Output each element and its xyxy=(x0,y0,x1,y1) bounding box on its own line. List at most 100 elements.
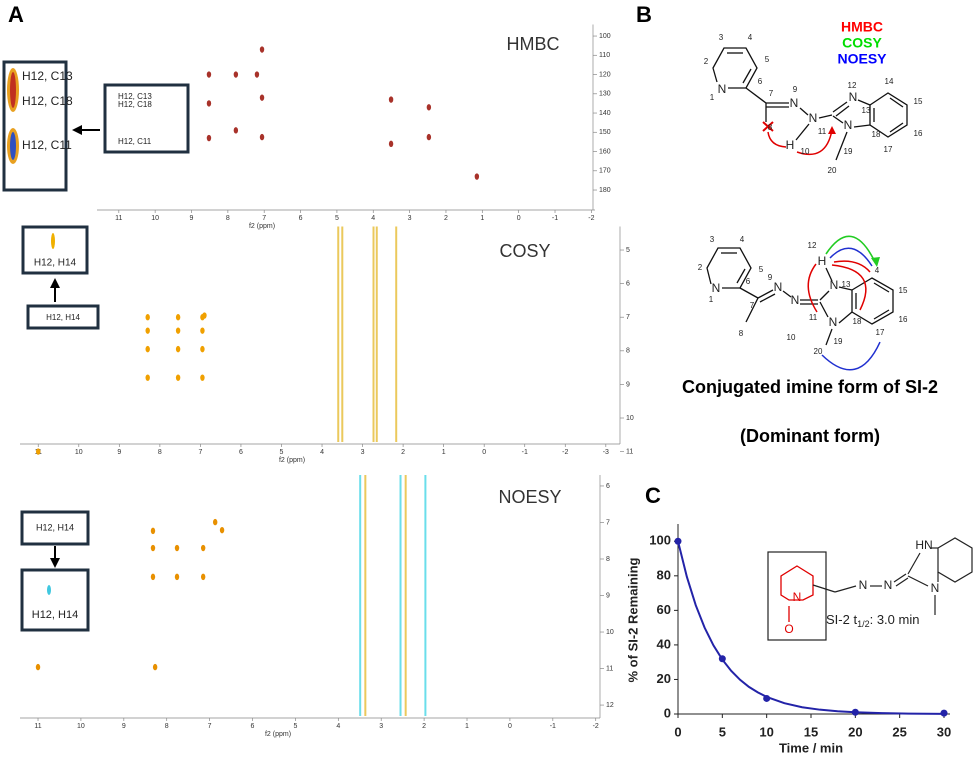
x-tick-label: 9 xyxy=(190,215,194,222)
fit-curve xyxy=(677,541,945,715)
atom-number: 7 xyxy=(769,89,774,98)
data-point xyxy=(674,537,682,545)
y-tick-label: 180 xyxy=(599,187,611,194)
chart-title: HMBC xyxy=(507,34,560,54)
cross-peak xyxy=(200,374,205,381)
cross-peak xyxy=(206,134,212,142)
x-tick-label: 4 xyxy=(336,723,340,730)
cross-peak xyxy=(150,527,156,535)
atom-number: 4 xyxy=(748,33,753,42)
x-axis-label: Time / min xyxy=(779,740,843,755)
inset-label: H12, C18 xyxy=(22,94,73,108)
atom-label: HN xyxy=(915,538,932,552)
atom-number: 16 xyxy=(914,129,923,138)
y-tick-label: 12 xyxy=(606,702,614,709)
x-tick-label: 10 xyxy=(151,215,159,222)
cross-peak xyxy=(388,140,394,148)
legend-entry: NOESY xyxy=(837,51,887,67)
atom-number: 7 xyxy=(750,301,755,310)
atom-number: 8 xyxy=(768,123,773,132)
atom-number: 1 xyxy=(709,295,714,304)
x-tick-label: 5 xyxy=(335,215,339,222)
x-tick-label: 0 xyxy=(674,724,681,739)
x-tick-label: 11 xyxy=(34,723,41,730)
projection-streak xyxy=(395,226,398,442)
atom-number: 3 xyxy=(710,235,715,244)
x-tick-label: 3 xyxy=(379,723,383,730)
cross-peak xyxy=(175,327,181,334)
x-tick-label: -1 xyxy=(522,449,528,456)
data-point xyxy=(940,709,948,717)
half-life-label: SI-2 t1/2: 3.0 min xyxy=(826,612,919,629)
cross-peak xyxy=(145,327,150,334)
cross-peak xyxy=(150,544,156,552)
atom-number: 20 xyxy=(828,166,837,175)
atom-number: 19 xyxy=(834,337,843,346)
legend-entry: COSY xyxy=(842,35,882,51)
atom-number: 14 xyxy=(885,77,894,86)
y-tick-label: 6 xyxy=(606,483,610,490)
projection-streak xyxy=(375,226,378,442)
atom-label: N xyxy=(844,118,853,132)
x-tick-label: 8 xyxy=(158,449,162,456)
y-tick-label: 10 xyxy=(606,629,614,636)
atom-label: N xyxy=(718,82,727,96)
y-tick-label: 8 xyxy=(626,348,630,355)
x-tick-label: 0 xyxy=(508,723,512,730)
atom-number: 4 xyxy=(875,266,880,275)
y-tick-label: 10 xyxy=(626,415,634,422)
inset-molecule xyxy=(767,537,973,641)
cosy-inset: H12, H14 H12, H14 xyxy=(21,225,100,330)
y-tick-label: 80 xyxy=(657,567,671,582)
x-tick-label: 7 xyxy=(208,723,212,730)
x-axis-label: f2 (ppm) xyxy=(249,223,275,230)
y-tick-label: 120 xyxy=(599,71,611,78)
cross-peak xyxy=(474,173,480,180)
inset-label: H12, H14 xyxy=(36,522,74,532)
x-tick-label: 0 xyxy=(517,215,521,222)
y-tick-label: 130 xyxy=(599,91,611,98)
x-tick-label: -1 xyxy=(552,215,558,222)
y-tick-label: 20 xyxy=(657,671,671,686)
atom-number: 8 xyxy=(739,329,744,338)
atom-number: 5 xyxy=(759,265,764,274)
y-tick-label: 0 xyxy=(664,705,671,720)
data-point xyxy=(718,655,726,663)
y-tick-label: 110 xyxy=(599,52,610,59)
x-tick-label: 4 xyxy=(371,215,375,222)
inset-label: H12, C11 xyxy=(118,137,152,146)
y-tick-label: 11 xyxy=(626,448,633,455)
x-tick-label: -1 xyxy=(550,723,556,730)
x-tick-label: 2 xyxy=(444,215,448,222)
x-tick-label: -2 xyxy=(588,215,594,222)
cross-peak xyxy=(206,100,212,107)
projection-streak xyxy=(399,475,402,716)
atom-label: N xyxy=(791,293,800,307)
structure-note: (Dominant form) xyxy=(740,426,880,446)
x-tick-label: 6 xyxy=(239,449,243,456)
x-tick-label: -2 xyxy=(562,449,568,456)
cross-peak xyxy=(175,345,181,353)
x-tick-label: 2 xyxy=(401,449,405,456)
x-tick-label: -2 xyxy=(593,723,599,730)
cross-peak xyxy=(212,518,218,526)
hmbc-inset: H12, C13 H12, C18 H12, C11 H12, C13 H12,… xyxy=(2,60,190,192)
atom-number: 17 xyxy=(876,328,885,337)
atom-number: 2 xyxy=(698,263,703,272)
y-tick-label: 60 xyxy=(657,602,671,617)
x-axis-label: f2 (ppm) xyxy=(265,731,291,738)
y-tick-label: 100 xyxy=(599,33,611,40)
cross-peak xyxy=(259,46,265,53)
x-tick-label: 1 xyxy=(442,449,446,456)
panel-label: A xyxy=(8,2,24,27)
x-tick-label: 7 xyxy=(262,215,266,222)
x-tick-label: 5 xyxy=(719,724,726,739)
cross-peak xyxy=(174,544,180,552)
legend-entry: HMBC xyxy=(841,19,883,35)
y-axis-label: % of SI-2 Remaining xyxy=(625,557,640,682)
atom-label: N xyxy=(829,315,838,329)
atom-number: 2 xyxy=(704,57,709,66)
atom-number: 19 xyxy=(844,147,853,156)
cross-peak xyxy=(145,345,150,353)
